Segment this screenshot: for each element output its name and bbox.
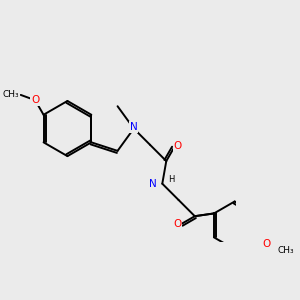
- Text: O: O: [31, 95, 39, 105]
- Text: N: N: [130, 122, 138, 132]
- Text: O: O: [173, 219, 182, 229]
- Text: N: N: [149, 179, 157, 189]
- Text: CH₃: CH₃: [3, 90, 19, 99]
- Text: H: H: [168, 175, 174, 184]
- Text: O: O: [262, 239, 271, 249]
- Text: CH₃: CH₃: [278, 246, 295, 255]
- Text: O: O: [173, 141, 182, 151]
